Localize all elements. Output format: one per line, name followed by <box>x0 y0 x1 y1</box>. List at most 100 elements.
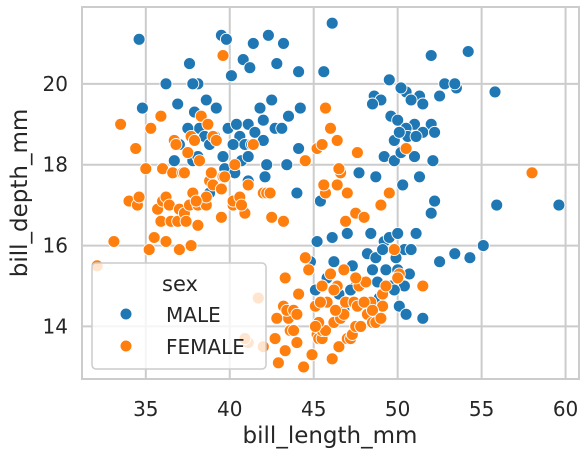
male-point <box>325 16 339 30</box>
female-point <box>241 178 255 192</box>
male-point <box>310 235 324 248</box>
male-point <box>230 117 243 131</box>
male-point <box>394 81 408 95</box>
female-point <box>290 336 304 350</box>
male-point <box>243 61 257 75</box>
female-point <box>324 121 337 135</box>
male-point <box>396 178 410 192</box>
axis-ticks: 35 40 45 50 55 60 14 16 18 20 <box>43 72 579 421</box>
male-point <box>448 77 462 91</box>
x-tick-label: 60 <box>553 397 578 421</box>
female-point <box>387 243 401 257</box>
female-point <box>302 263 316 277</box>
y-tick-label: 20 <box>43 72 68 96</box>
male-point <box>352 166 366 180</box>
y-tick-label: 18 <box>43 153 68 177</box>
female-point <box>201 117 215 131</box>
female-point <box>399 142 413 155</box>
male-point <box>463 251 477 265</box>
male-point <box>224 69 238 83</box>
male-point <box>409 129 423 143</box>
legend-marker-male <box>119 307 133 321</box>
female-series <box>90 49 539 374</box>
female-point <box>263 186 277 200</box>
male-point <box>277 36 290 50</box>
male-point <box>265 93 279 107</box>
female-point <box>147 231 161 244</box>
male-point <box>399 307 413 321</box>
male-point <box>408 150 421 164</box>
female-point <box>181 146 195 160</box>
male-point <box>364 226 378 240</box>
y-axis-label: bill_depth_mm <box>7 109 33 278</box>
male-point <box>270 57 284 71</box>
male-point <box>253 101 267 115</box>
female-point <box>330 178 344 192</box>
male-point <box>376 243 390 257</box>
female-point <box>340 186 354 200</box>
female-point <box>265 210 279 224</box>
female-point <box>278 344 292 358</box>
female-point <box>325 352 339 366</box>
male-point <box>433 255 447 269</box>
male-point <box>382 73 396 87</box>
male-point <box>199 93 213 107</box>
male-point <box>404 243 418 257</box>
female-point <box>154 109 168 123</box>
male-point <box>280 158 294 172</box>
female-point <box>287 324 301 337</box>
legend-box <box>91 262 267 370</box>
male-point <box>132 32 146 46</box>
male-point <box>260 158 274 172</box>
female-point <box>308 319 322 333</box>
female-point <box>315 279 329 293</box>
female-point <box>354 319 368 333</box>
x-tick-label: 40 <box>217 397 242 421</box>
female-point <box>268 332 282 346</box>
female-point <box>159 235 173 248</box>
female-point <box>305 348 319 362</box>
female-point <box>191 218 205 232</box>
female-point <box>107 235 121 248</box>
female-point <box>382 186 396 200</box>
female-point <box>349 271 363 285</box>
female-point <box>290 307 304 321</box>
female-point <box>329 303 342 317</box>
female-point <box>172 243 186 257</box>
male-point <box>256 113 270 127</box>
female-point <box>209 133 223 147</box>
female-point <box>271 356 285 370</box>
male-point <box>404 93 418 107</box>
legend-label-female: FEMALE <box>166 335 245 359</box>
female-point <box>357 210 371 224</box>
y-tick-label: 14 <box>43 314 68 338</box>
male-point <box>340 226 354 240</box>
female-point <box>324 267 337 281</box>
female-point <box>114 117 128 131</box>
male-point <box>426 154 440 168</box>
legend-title: sex <box>162 272 198 296</box>
male-point <box>448 247 462 261</box>
female-point <box>270 311 284 325</box>
male-point <box>391 226 405 240</box>
female-point <box>139 162 153 176</box>
male-point <box>488 85 502 99</box>
male-point <box>379 263 393 277</box>
female-point <box>525 166 539 180</box>
male-point <box>159 77 173 91</box>
female-point <box>129 142 143 155</box>
female-point <box>391 271 405 285</box>
female-point <box>330 133 344 147</box>
male-point <box>409 226 423 240</box>
male-point <box>241 150 255 164</box>
female-point <box>278 271 292 285</box>
female-point <box>327 283 341 297</box>
female-point <box>169 138 183 151</box>
male-point <box>325 231 339 244</box>
male-point <box>167 154 181 168</box>
female-point <box>350 146 364 160</box>
female-point <box>189 194 203 208</box>
female-point <box>297 360 311 374</box>
